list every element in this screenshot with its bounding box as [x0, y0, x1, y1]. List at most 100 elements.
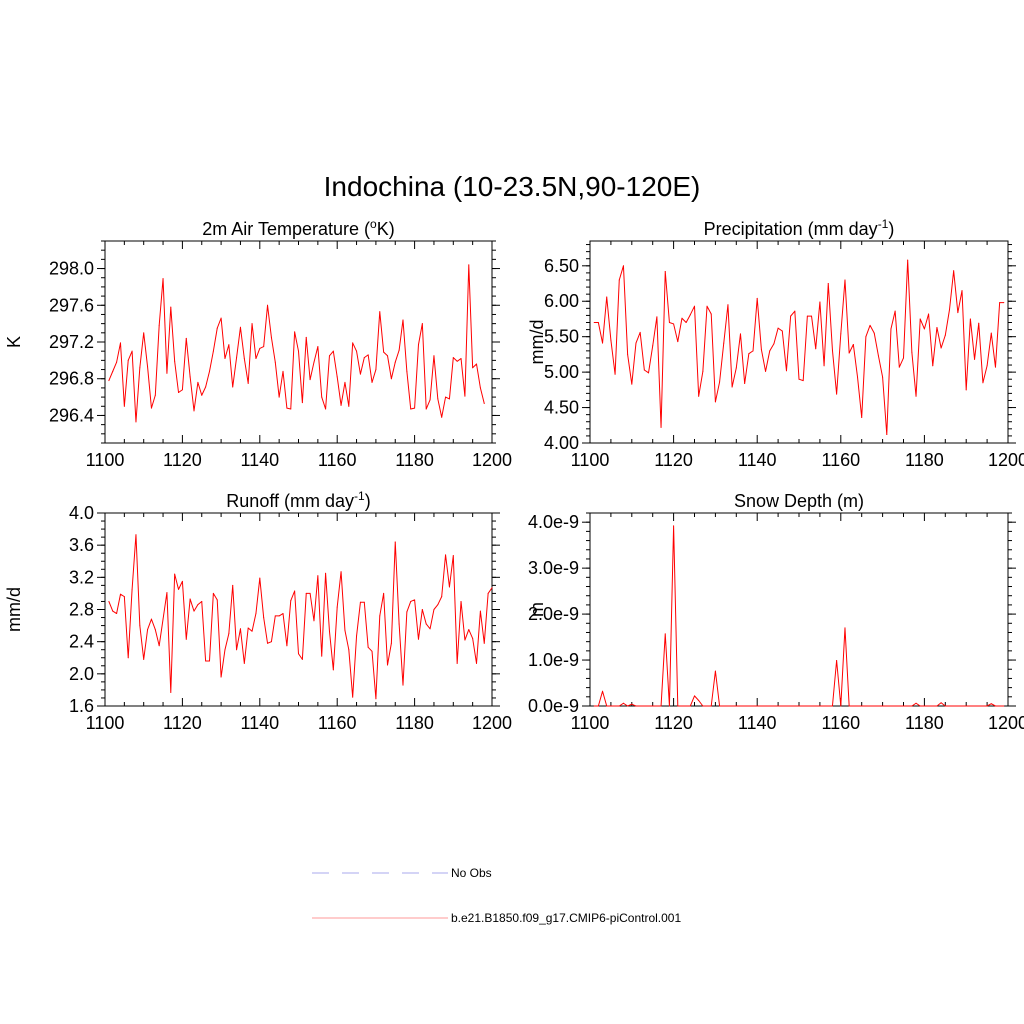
data-point [286, 407, 288, 409]
data-point [614, 705, 616, 707]
data-point [340, 571, 342, 573]
panel-title: Precipitation (mm day-1) [704, 217, 895, 239]
data-point [143, 658, 145, 660]
data-point [387, 355, 389, 357]
data-point [702, 705, 704, 707]
data-point [811, 705, 813, 707]
data-point [848, 352, 850, 354]
data-point [744, 382, 746, 384]
data-point [986, 705, 988, 707]
y-tick-label: 297.2 [49, 332, 94, 352]
y-tick-label: 3.2 [69, 567, 94, 587]
data-point [178, 392, 180, 393]
data-point [464, 639, 466, 641]
data-point [907, 705, 909, 707]
y-tick-label: 4.0e-9 [528, 512, 579, 532]
data-point [305, 592, 307, 594]
data-point [593, 322, 595, 324]
data-point [193, 610, 195, 612]
data-point [367, 646, 369, 648]
data-point [648, 705, 650, 707]
data-point [123, 596, 125, 598]
data-point [802, 380, 804, 382]
data-point [627, 353, 629, 355]
data-point [359, 601, 361, 603]
data-point [756, 297, 758, 299]
y-tick-label: 0.0e-9 [528, 696, 579, 716]
data-point [220, 317, 222, 319]
data-point [236, 649, 238, 651]
data-point [1003, 302, 1005, 304]
data-point [131, 588, 133, 590]
data-point [472, 367, 474, 369]
data-point [811, 315, 813, 317]
data-point [205, 660, 207, 662]
data-point [437, 604, 439, 606]
y-tick-label: 296.8 [49, 369, 94, 389]
data-point [352, 696, 354, 698]
x-tick-label: 1120 [163, 450, 202, 470]
data-point [135, 534, 137, 536]
data-point [402, 684, 404, 686]
data-point [969, 705, 971, 707]
data-point [739, 705, 741, 707]
data-point [735, 705, 737, 707]
data-point [398, 623, 400, 625]
y-tick-label: 5.50 [544, 327, 579, 347]
data-point [664, 633, 666, 635]
data-point [969, 318, 971, 320]
data-point [765, 705, 767, 707]
data-point [898, 705, 900, 707]
data-point [836, 393, 838, 395]
data-point [635, 705, 637, 707]
data-point [731, 705, 733, 707]
data-point [894, 310, 896, 312]
data-point [317, 575, 319, 577]
data-point [823, 705, 825, 707]
data-point [468, 629, 470, 631]
data-point [593, 705, 595, 707]
data-point [255, 613, 257, 615]
data-point [961, 290, 963, 292]
series-points [108, 264, 485, 423]
data-point [456, 360, 458, 362]
data-point [911, 351, 913, 353]
y-axis-label: mm/d [4, 587, 24, 632]
data-point [694, 695, 695, 697]
data-point [827, 705, 829, 707]
panel-title-tail: ) [365, 491, 371, 511]
data-point [185, 638, 187, 640]
data-point [379, 615, 381, 617]
data-point [861, 416, 863, 418]
data-point [452, 555, 454, 557]
data-point [777, 327, 779, 329]
data-point [865, 336, 867, 338]
y-tick-label: 3.0e-9 [528, 558, 579, 578]
data-point [890, 705, 892, 707]
data-point [727, 304, 729, 306]
data-point [760, 705, 762, 707]
data-point [394, 541, 396, 543]
x-tick-label: 1120 [654, 713, 693, 733]
x-tick-label: 1200 [472, 450, 512, 470]
data-point [903, 705, 904, 707]
data-point [139, 367, 141, 369]
data-point [673, 525, 675, 527]
data-point [224, 649, 226, 651]
data-point [243, 662, 245, 664]
data-point [844, 279, 846, 281]
data-point [923, 328, 925, 330]
data-point [135, 421, 137, 423]
panel-title: 2m Air Temperature (oK) [202, 217, 394, 239]
data-point [894, 705, 896, 707]
y-tick-label: 6.50 [544, 256, 579, 276]
x-tick-label: 1180 [395, 713, 434, 733]
data-point [986, 365, 988, 367]
data-point [309, 379, 311, 381]
data-point [332, 350, 334, 352]
data-point [390, 378, 392, 380]
data-point [915, 395, 917, 397]
data-point [886, 705, 888, 707]
data-point [982, 382, 984, 384]
data-point [398, 349, 400, 351]
